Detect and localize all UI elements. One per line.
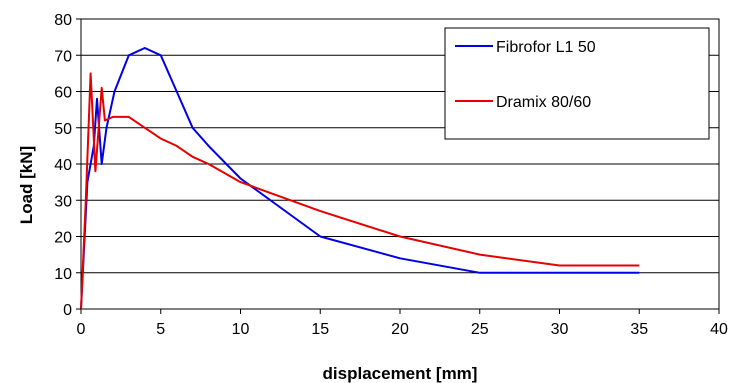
y-tick-label: 60 (54, 85, 72, 102)
x-tick-label: 35 (630, 321, 648, 338)
y-tick-label: 20 (54, 230, 72, 247)
legend-label-dramix: Dramix 80/60 (496, 94, 591, 111)
x-tick-label: 30 (551, 321, 569, 338)
y-tick-label: 10 (54, 266, 72, 283)
series-line-fibrofor (80, 47, 640, 310)
y-axis-title: Load [kN] (17, 146, 36, 224)
y-tick-label: 50 (54, 121, 72, 138)
legend-label-fibrofor: Fibrofor L1 50 (496, 39, 596, 56)
y-tick-label: 0 (63, 302, 72, 319)
y-tick-label: 40 (54, 157, 72, 174)
series-line-dramix (80, 72, 640, 310)
x-tick-label: 0 (77, 321, 86, 338)
x-axis-ticks: 0 5 10 15 20 25 30 35 40 (77, 309, 728, 338)
legend: Fibrofor L1 50 Dramix 80/60 (444, 27, 710, 140)
x-tick-label: 40 (710, 321, 728, 338)
y-tick-label: 30 (54, 193, 72, 210)
x-tick-label: 10 (232, 321, 250, 338)
y-axis-ticks: 0 10 20 30 40 50 60 70 80 (54, 12, 81, 319)
y-tick-label: 80 (54, 12, 72, 29)
series-layer (80, 47, 640, 310)
x-tick-label: 25 (471, 321, 489, 338)
x-tick-label: 5 (156, 321, 165, 338)
x-axis-title: displacement [mm] (323, 364, 478, 383)
x-tick-label: 15 (311, 321, 329, 338)
x-tick-label: 20 (391, 321, 409, 338)
y-tick-label: 70 (54, 48, 72, 65)
